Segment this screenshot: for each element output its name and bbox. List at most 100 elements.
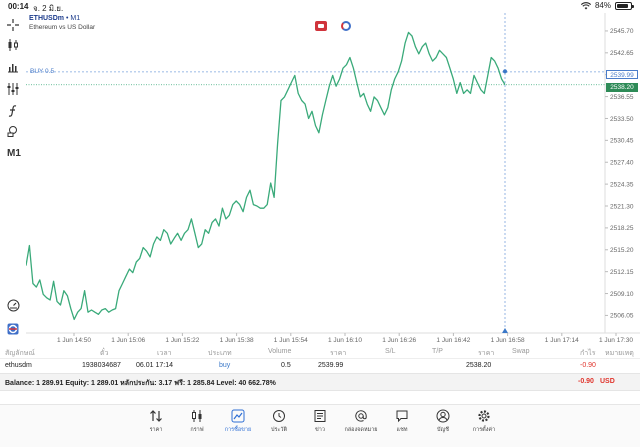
profit-currency: USD: [600, 378, 615, 385]
buy-order-label[interactable]: BUY 0.5: [30, 68, 55, 75]
tab-label: แชท: [396, 427, 408, 433]
chart-area[interactable]: 2545.702542.652539.602536.552533.502530.…: [26, 13, 640, 345]
battery-icon: [615, 1, 634, 10]
status-right: 84%: [580, 1, 634, 10]
us-flag-icon[interactable]: [315, 21, 327, 31]
x-tick-label: 1 Jun 16:10: [328, 337, 362, 344]
y-tick-label: 2506.05: [610, 313, 634, 320]
bar-chart-icon[interactable]: [5, 59, 21, 75]
candlestick-type-icon[interactable]: [5, 37, 21, 53]
tab-label: กราฟ: [190, 427, 204, 433]
at-mail-icon: [355, 410, 367, 422]
symbol-timeframe: • M1: [65, 15, 81, 22]
x-tick-label: 1 Jun 14:50: [57, 337, 91, 344]
row-volume: 0.5: [281, 362, 291, 369]
y-tick-label: 2509.10: [610, 291, 634, 298]
y-tick-label: 2512.15: [610, 269, 634, 276]
tab-settings[interactable]: การตั้งค่า: [465, 409, 503, 434]
total-profit: -0.90: [578, 378, 594, 385]
trade-chart-icon: [231, 409, 245, 423]
y-tick-label: 2518.25: [610, 225, 634, 232]
col-ticket: ตั๋ว: [100, 350, 109, 357]
col-symbol: สัญลักษณ์: [5, 350, 35, 357]
x-tick-label: 1 Jun 15:38: [220, 337, 254, 344]
price-series-line: [26, 31, 506, 321]
objects-shapes-icon[interactable]: [5, 123, 21, 139]
history-clock-icon: [273, 410, 285, 422]
speedometer-icon[interactable]: [5, 297, 21, 313]
account-icon: [436, 409, 450, 423]
col-volume: Volume: [268, 348, 292, 355]
table-header: สัญลักษณ์ ตั๋ว เวลา ประเภท Volume ราคา S…: [0, 345, 640, 359]
row-price-current: 2538.20: [466, 362, 492, 369]
tab-account[interactable]: บัญชี: [424, 409, 462, 434]
col-tp: T/P: [432, 348, 443, 355]
row-profit: -0.90: [580, 362, 596, 369]
row-symbol: ethusdm: [5, 362, 32, 369]
gear-icon: [478, 410, 490, 422]
x-tick-label: 1 Jun 15:22: [165, 337, 199, 344]
battery-percent: 84%: [594, 1, 611, 10]
status-time: 00:14: [8, 2, 29, 11]
eth-logo-icon[interactable]: [341, 21, 351, 31]
col-swap: Swap: [512, 348, 530, 355]
x-tick-label: 1 Jun 17:14: [545, 337, 579, 344]
tab-trade[interactable]: การซื้อขาย: [219, 409, 257, 434]
x-tick-label: 1 Jun 16:58: [491, 337, 525, 344]
tab-mailbox[interactable]: กล่องจดหมาย: [342, 409, 380, 434]
tab-chat[interactable]: แชท: [383, 409, 421, 434]
candlestick-icon: [192, 410, 202, 422]
col-time: เวลา: [157, 350, 172, 357]
tab-chart[interactable]: กราฟ: [178, 409, 216, 434]
status-date: จ. 2 มิ.ย.: [33, 4, 64, 13]
symbol-name: ETHUSDm: [29, 15, 65, 22]
timeframe-selector[interactable]: M1: [7, 147, 21, 159]
col-profit: กำไร: [580, 350, 596, 357]
tab-label: ประวัติ: [270, 427, 288, 433]
buy-price-tag: 2539.99: [606, 70, 638, 79]
row-type: buy: [219, 362, 231, 369]
tab-history[interactable]: ประวัติ: [260, 409, 298, 434]
chart-symbol: ETHUSDm • M1: [29, 15, 80, 22]
x-tick-label: 1 Jun 16:26: [382, 337, 416, 344]
crosshair-icon[interactable]: [5, 17, 21, 33]
tab-label: การซื้อขาย: [224, 427, 252, 433]
function-icon[interactable]: [5, 103, 21, 119]
y-tick-label: 2521.30: [610, 203, 634, 210]
col-price-open: ราคา: [330, 350, 347, 357]
wifi-icon: [580, 1, 591, 9]
y-tick-label: 2530.45: [610, 138, 634, 145]
col-type: ประเภท: [208, 350, 232, 357]
y-tick-label: 2527.40: [610, 160, 634, 167]
news-icon: [314, 410, 326, 422]
last-price-marker: [503, 69, 507, 74]
tab-label: การตั้งค่า: [472, 427, 496, 433]
col-comment: หมายเหตุ: [605, 350, 634, 357]
x-tick-label: 1 Jun 16:42: [436, 337, 470, 344]
time-marker-icon: [502, 328, 508, 333]
tab-label: บัญชี: [437, 427, 449, 433]
status-bar: 00:14 จ. 2 มิ.ย. 84%: [0, 0, 640, 13]
tab-news[interactable]: ข่าว: [301, 409, 339, 434]
tab-quotes[interactable]: ราคา: [137, 409, 175, 434]
broker-logo-icon[interactable]: [5, 321, 21, 337]
balance-summary: Balance: 1 289.91 Equity: 1 289.01 หลักป…: [0, 373, 640, 391]
arrows-updown-icon: [150, 410, 162, 422]
y-tick-label: 2524.35: [610, 181, 634, 188]
chat-icon: [396, 410, 408, 423]
y-tick-label: 2533.50: [610, 116, 634, 123]
balance-text: Balance: 1 289.91 Equity: 1 289.01 หลักป…: [5, 380, 276, 387]
x-tick-label: 1 Jun 17:30: [599, 337, 633, 344]
bid-price-tag: 2538.20: [606, 83, 638, 92]
tab-label: ข่าว: [315, 427, 325, 433]
y-tick-label: 2545.70: [610, 28, 634, 35]
symbol-description: Ethereum vs US Dollar: [29, 24, 96, 31]
table-row[interactable]: ethusdm 1938034687 06.01 17:14 buy 0.5 2…: [0, 359, 640, 373]
x-tick-label: 1 Jun 15:54: [274, 337, 308, 344]
positions-table: สัญลักษณ์ ตั๋ว เวลา ประเภท Volume ราคา S…: [0, 345, 640, 391]
col-sl: S/L: [385, 348, 396, 355]
bottom-tab-bar: ราคา กราฟ การซื้อขาย ประวัติ ข่าว กล่องจ…: [0, 404, 640, 447]
price-chart[interactable]: 2545.702542.652539.602536.552533.502530.…: [26, 13, 640, 345]
row-price-open: 2539.99: [318, 362, 344, 369]
indicators-icon[interactable]: [5, 81, 21, 97]
